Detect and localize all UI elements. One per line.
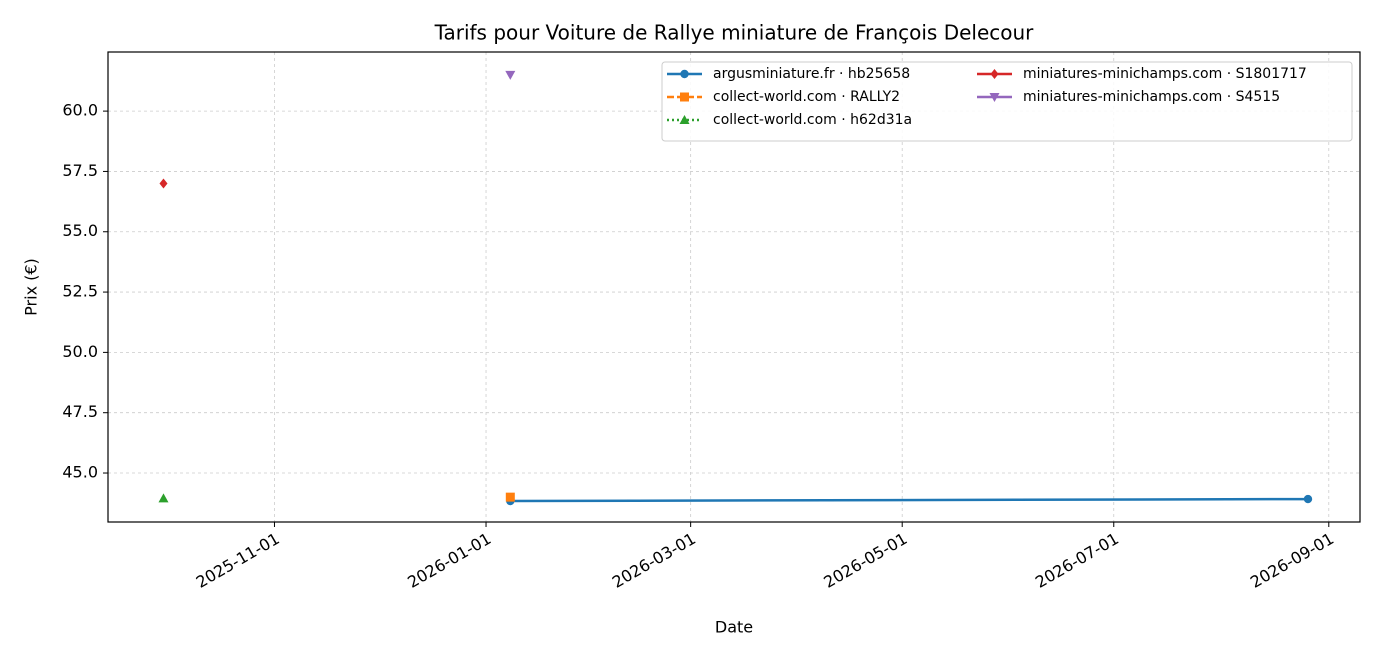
chart-title: Tarifs pour Voiture de Rallye miniature … [434,21,1035,45]
marker [680,92,689,102]
marker [679,115,690,124]
y-tick-label: 57.5 [62,161,98,180]
legend-label: collect-world.com · RALLY2 [713,89,900,105]
marker [680,69,689,79]
y-tick-label: 52.5 [62,282,98,301]
legend-label: argusminiature.fr · hb25658 [713,66,910,82]
legend-label: miniatures-minichamps.com · S4515 [1023,89,1280,105]
y-tick-label: 60.0 [62,101,98,120]
y-tick-label: 47.5 [62,402,98,421]
marker [159,178,168,189]
marker [505,70,516,80]
marker [990,69,999,79]
marker [989,93,1000,102]
legend-label: miniatures-minichamps.com · S1801717 [1023,66,1307,82]
legend-frame [661,61,1353,142]
marker [505,492,515,502]
y-axis-label: Prix (€) [22,258,41,316]
marker [158,493,169,503]
legend-label: collect-world.com · h62d31a [713,112,912,128]
y-tick-label: 50.0 [62,342,98,361]
x-axis-label: Date [715,618,753,637]
y-tick-label: 45.0 [62,463,98,482]
plot-frame [107,51,1361,523]
y-tick-label: 55.0 [62,221,98,240]
marker [1303,494,1313,504]
legend: argusminiature.fr · hb25658 collect-world… [661,61,1353,142]
series-line [510,497,1308,503]
